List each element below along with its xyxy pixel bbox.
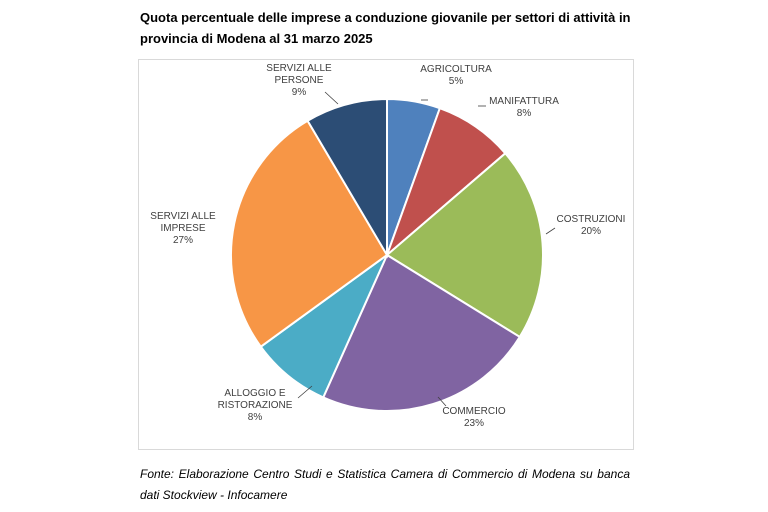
- slice-label-manifattura: MANIFATTURA 8%: [489, 96, 559, 119]
- chart-title: Quota percentuale delle imprese a conduz…: [140, 10, 631, 46]
- slice-label-alloggio-e-ristorazione: ALLOGGIO E RISTORAZIONE 8%: [218, 388, 293, 423]
- leader-line: [545, 227, 556, 235]
- slice-label-servizi-alle-persone: SERVIZI ALLE PERSONE 9%: [266, 63, 332, 98]
- chart-frame: [138, 59, 634, 450]
- slice-label-costruzioni: COSTRUZIONI 20%: [557, 214, 626, 237]
- pie-slice-commercio: [321, 253, 522, 412]
- slice-label-commercio: COMMERCIO 23%: [442, 406, 506, 429]
- slice-label-servizi-alle-imprese: SERVIZI ALLE IMPRESE 27%: [150, 211, 216, 246]
- pie-slice-costruzioni: [385, 151, 544, 339]
- slice-label-agricoltura: AGRICOLTURA 5%: [420, 64, 492, 87]
- leader-line: [324, 91, 339, 105]
- leader-line: [437, 396, 447, 407]
- pie-slice-servizi-alle-persone: [306, 97, 388, 259]
- pie-slice-servizi-alle-imprese: [230, 119, 389, 349]
- leader-line: [297, 385, 313, 399]
- source-note: Fonte: Elaborazione Centro Studi e Stati…: [140, 467, 630, 502]
